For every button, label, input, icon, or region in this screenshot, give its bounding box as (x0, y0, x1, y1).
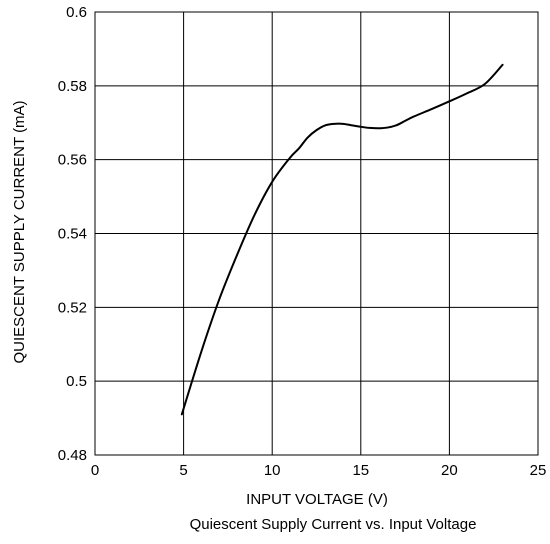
x-tick-label: 20 (441, 462, 458, 479)
y-tick-label: 0.58 (58, 78, 87, 95)
x-axis-title: INPUT VOLTAGE (V) (246, 491, 388, 508)
tick-labels: 0 5 10 15 20 25 0.48 0.5 0.52 0.54 0.56 0.58 0.6 (58, 4, 547, 479)
plot-frame (94, 11, 539, 456)
chart-caption: Quiescent Supply Current vs. Input Volta… (190, 516, 477, 533)
y-tick-label: 0.48 (58, 447, 87, 464)
x-tick-label: 5 (179, 462, 187, 479)
x-tick-label: 10 (264, 462, 281, 479)
y-tick-label: 0.54 (58, 226, 87, 243)
x-tick-label: 25 (530, 462, 547, 479)
y-tick-label: 0.52 (58, 299, 87, 316)
grid-lines (94, 11, 539, 456)
x-tick-label: 15 (352, 462, 369, 479)
y-axis-title: QUIESCENT SUPPLY CURRENT (mA) (11, 100, 28, 363)
series-line-0 (180, 63, 504, 416)
y-tick-label: 0.5 (66, 373, 87, 390)
y-tick-label: 0.6 (66, 4, 87, 21)
y-tick-label: 0.56 (58, 152, 87, 169)
series-layer (180, 63, 504, 416)
x-tick-label: 0 (91, 462, 99, 479)
